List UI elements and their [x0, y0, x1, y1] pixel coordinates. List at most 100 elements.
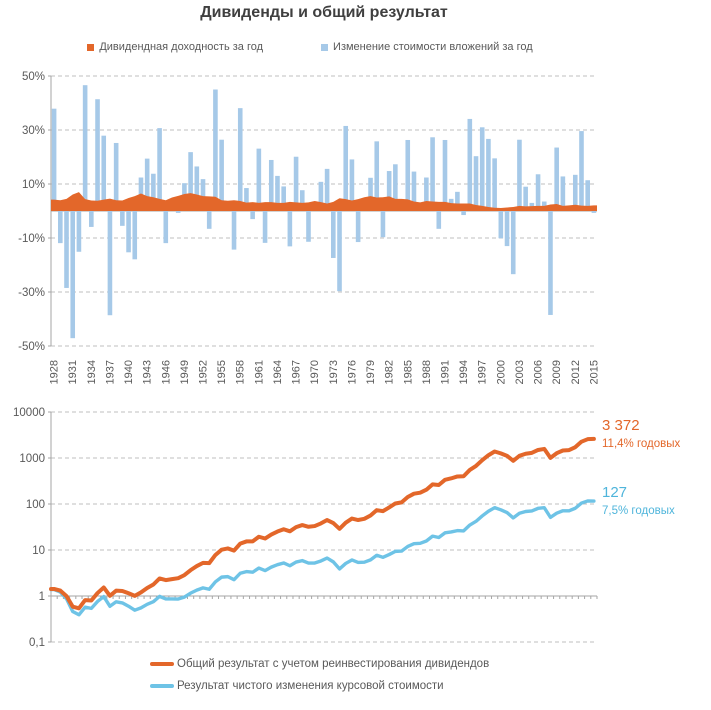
bar	[70, 211, 76, 339]
bar	[299, 190, 305, 211]
y-axis-tick-label: -10%	[18, 233, 45, 245]
bar	[306, 211, 311, 242]
bar	[535, 174, 541, 211]
x-axis-tick-label: 2006	[533, 360, 545, 384]
orange-line-icon	[150, 662, 174, 666]
bar	[206, 211, 212, 229]
x-axis-tick-label: 1997	[477, 360, 489, 384]
bar	[579, 131, 584, 211]
blue-line-icon	[150, 684, 174, 688]
price-return-end-value: 127	[602, 484, 628, 501]
x-axis-tick-label: 2003	[514, 360, 526, 384]
x-axis-tick-label: 2000	[495, 360, 507, 384]
bar	[151, 173, 156, 211]
bar	[479, 127, 485, 211]
bar	[430, 137, 435, 211]
bar	[51, 108, 57, 211]
x-axis-tick-label: 1973	[328, 360, 340, 384]
y-axis-tick-label: 10	[32, 545, 45, 557]
x-axis-tick-label: 1967	[291, 360, 303, 384]
x-axis-tick-label: 1991	[439, 360, 451, 384]
bar	[572, 174, 578, 211]
bar	[380, 211, 386, 238]
y-axis-tick-label: 50%	[22, 71, 45, 83]
legend-item-dividend-yield: Дивидендная доходность за год	[87, 41, 263, 53]
x-axis-tick-label: 2012	[570, 360, 582, 384]
bar	[132, 211, 138, 260]
bar	[355, 211, 361, 243]
x-axis-tick-label: 1952	[198, 360, 210, 384]
total-return-end-value: 3 372	[602, 417, 640, 434]
bar	[554, 147, 559, 211]
bar	[405, 139, 411, 211]
x-axis-tick-label: 1943	[142, 360, 154, 384]
bar	[231, 211, 237, 250]
total-return-line	[49, 436, 596, 611]
y-axis-tick-label: 100	[26, 499, 45, 511]
bar	[386, 171, 392, 211]
bar	[113, 142, 119, 211]
bar	[275, 175, 280, 211]
y-axis-tick-label: 1000	[19, 453, 45, 465]
legend-item-total-return: Общий результат с учетом реинвестировани…	[150, 653, 489, 675]
bar	[107, 211, 113, 316]
bar	[101, 135, 107, 211]
x-axis-tick-label: 2009	[551, 360, 563, 384]
cumulative-returns-line-chart: 10000 1000 100 10 1 0,1	[13, 407, 598, 649]
total-return-annotation: 3 372 11,4% годовых	[602, 417, 680, 451]
bar	[262, 211, 268, 243]
bar	[331, 211, 336, 258]
legend-label-price-return: Результат чистого изменения курсовой сто…	[177, 680, 444, 692]
bar	[58, 211, 63, 244]
dividend-yield-area	[51, 192, 597, 211]
bar	[194, 166, 200, 211]
x-axis-tick-label: 1988	[421, 360, 433, 384]
y-axis-tick-label: 10000	[13, 407, 45, 419]
x-axis-tick-label: 2015	[588, 360, 600, 384]
price-change-bars	[51, 85, 597, 339]
bar	[250, 211, 255, 220]
y-axis-tick-label: 1	[39, 591, 45, 603]
y-axis-tick-label: -30%	[18, 287, 45, 299]
bar	[213, 89, 218, 211]
bar	[374, 141, 380, 211]
x-axis-tick-label: 1940	[123, 360, 135, 384]
annual-chart-legend: Дивидендная доходность за год Изменение …	[0, 41, 620, 53]
bar	[126, 211, 131, 253]
legend-item-price-change: Изменение стоимости вложений за год	[321, 41, 533, 53]
bar	[424, 177, 429, 211]
bar	[281, 186, 286, 211]
price-return-annual-rate: 7,5% годовых	[602, 505, 675, 518]
legend-label-price-change: Изменение стоимости вложений за год	[333, 41, 533, 53]
x-axis-tick-label: 1949	[179, 360, 191, 384]
x-axis-tick-label: 1994	[458, 360, 470, 384]
x-axis-tick-label: 1961	[253, 360, 265, 384]
bar	[318, 181, 324, 211]
bar	[89, 211, 94, 227]
x-axis-tick-label: 1937	[104, 360, 116, 384]
y-axis-tick-label: 0,1	[29, 637, 45, 649]
bar	[163, 211, 169, 244]
bar	[461, 211, 466, 216]
orange-square-icon	[87, 43, 95, 51]
legend-item-price-return: Результат чистого изменения курсовой сто…	[150, 675, 489, 697]
bar	[523, 186, 528, 211]
x-axis-tick-label: 1946	[160, 360, 172, 384]
cumulative-chart-legend: Общий результат с учетом реинвестировани…	[150, 653, 489, 697]
bar	[393, 164, 398, 211]
x-axis-tick-label: 1958	[235, 360, 247, 384]
bar	[337, 211, 342, 292]
bar	[188, 152, 193, 211]
bar	[467, 118, 473, 211]
bar	[411, 171, 417, 211]
x-axis-tick-label: 1928	[49, 360, 61, 384]
bar	[324, 168, 330, 211]
x-axis-tick-label: 1982	[384, 360, 396, 384]
legend-label-dividend-yield: Дивидендная доходность за год	[99, 41, 264, 53]
bar	[219, 139, 224, 211]
total-return-annual-rate: 11,4% годовых	[602, 438, 681, 451]
bar	[455, 191, 460, 211]
bar	[486, 138, 491, 211]
bar	[256, 148, 262, 211]
bar	[436, 211, 442, 229]
